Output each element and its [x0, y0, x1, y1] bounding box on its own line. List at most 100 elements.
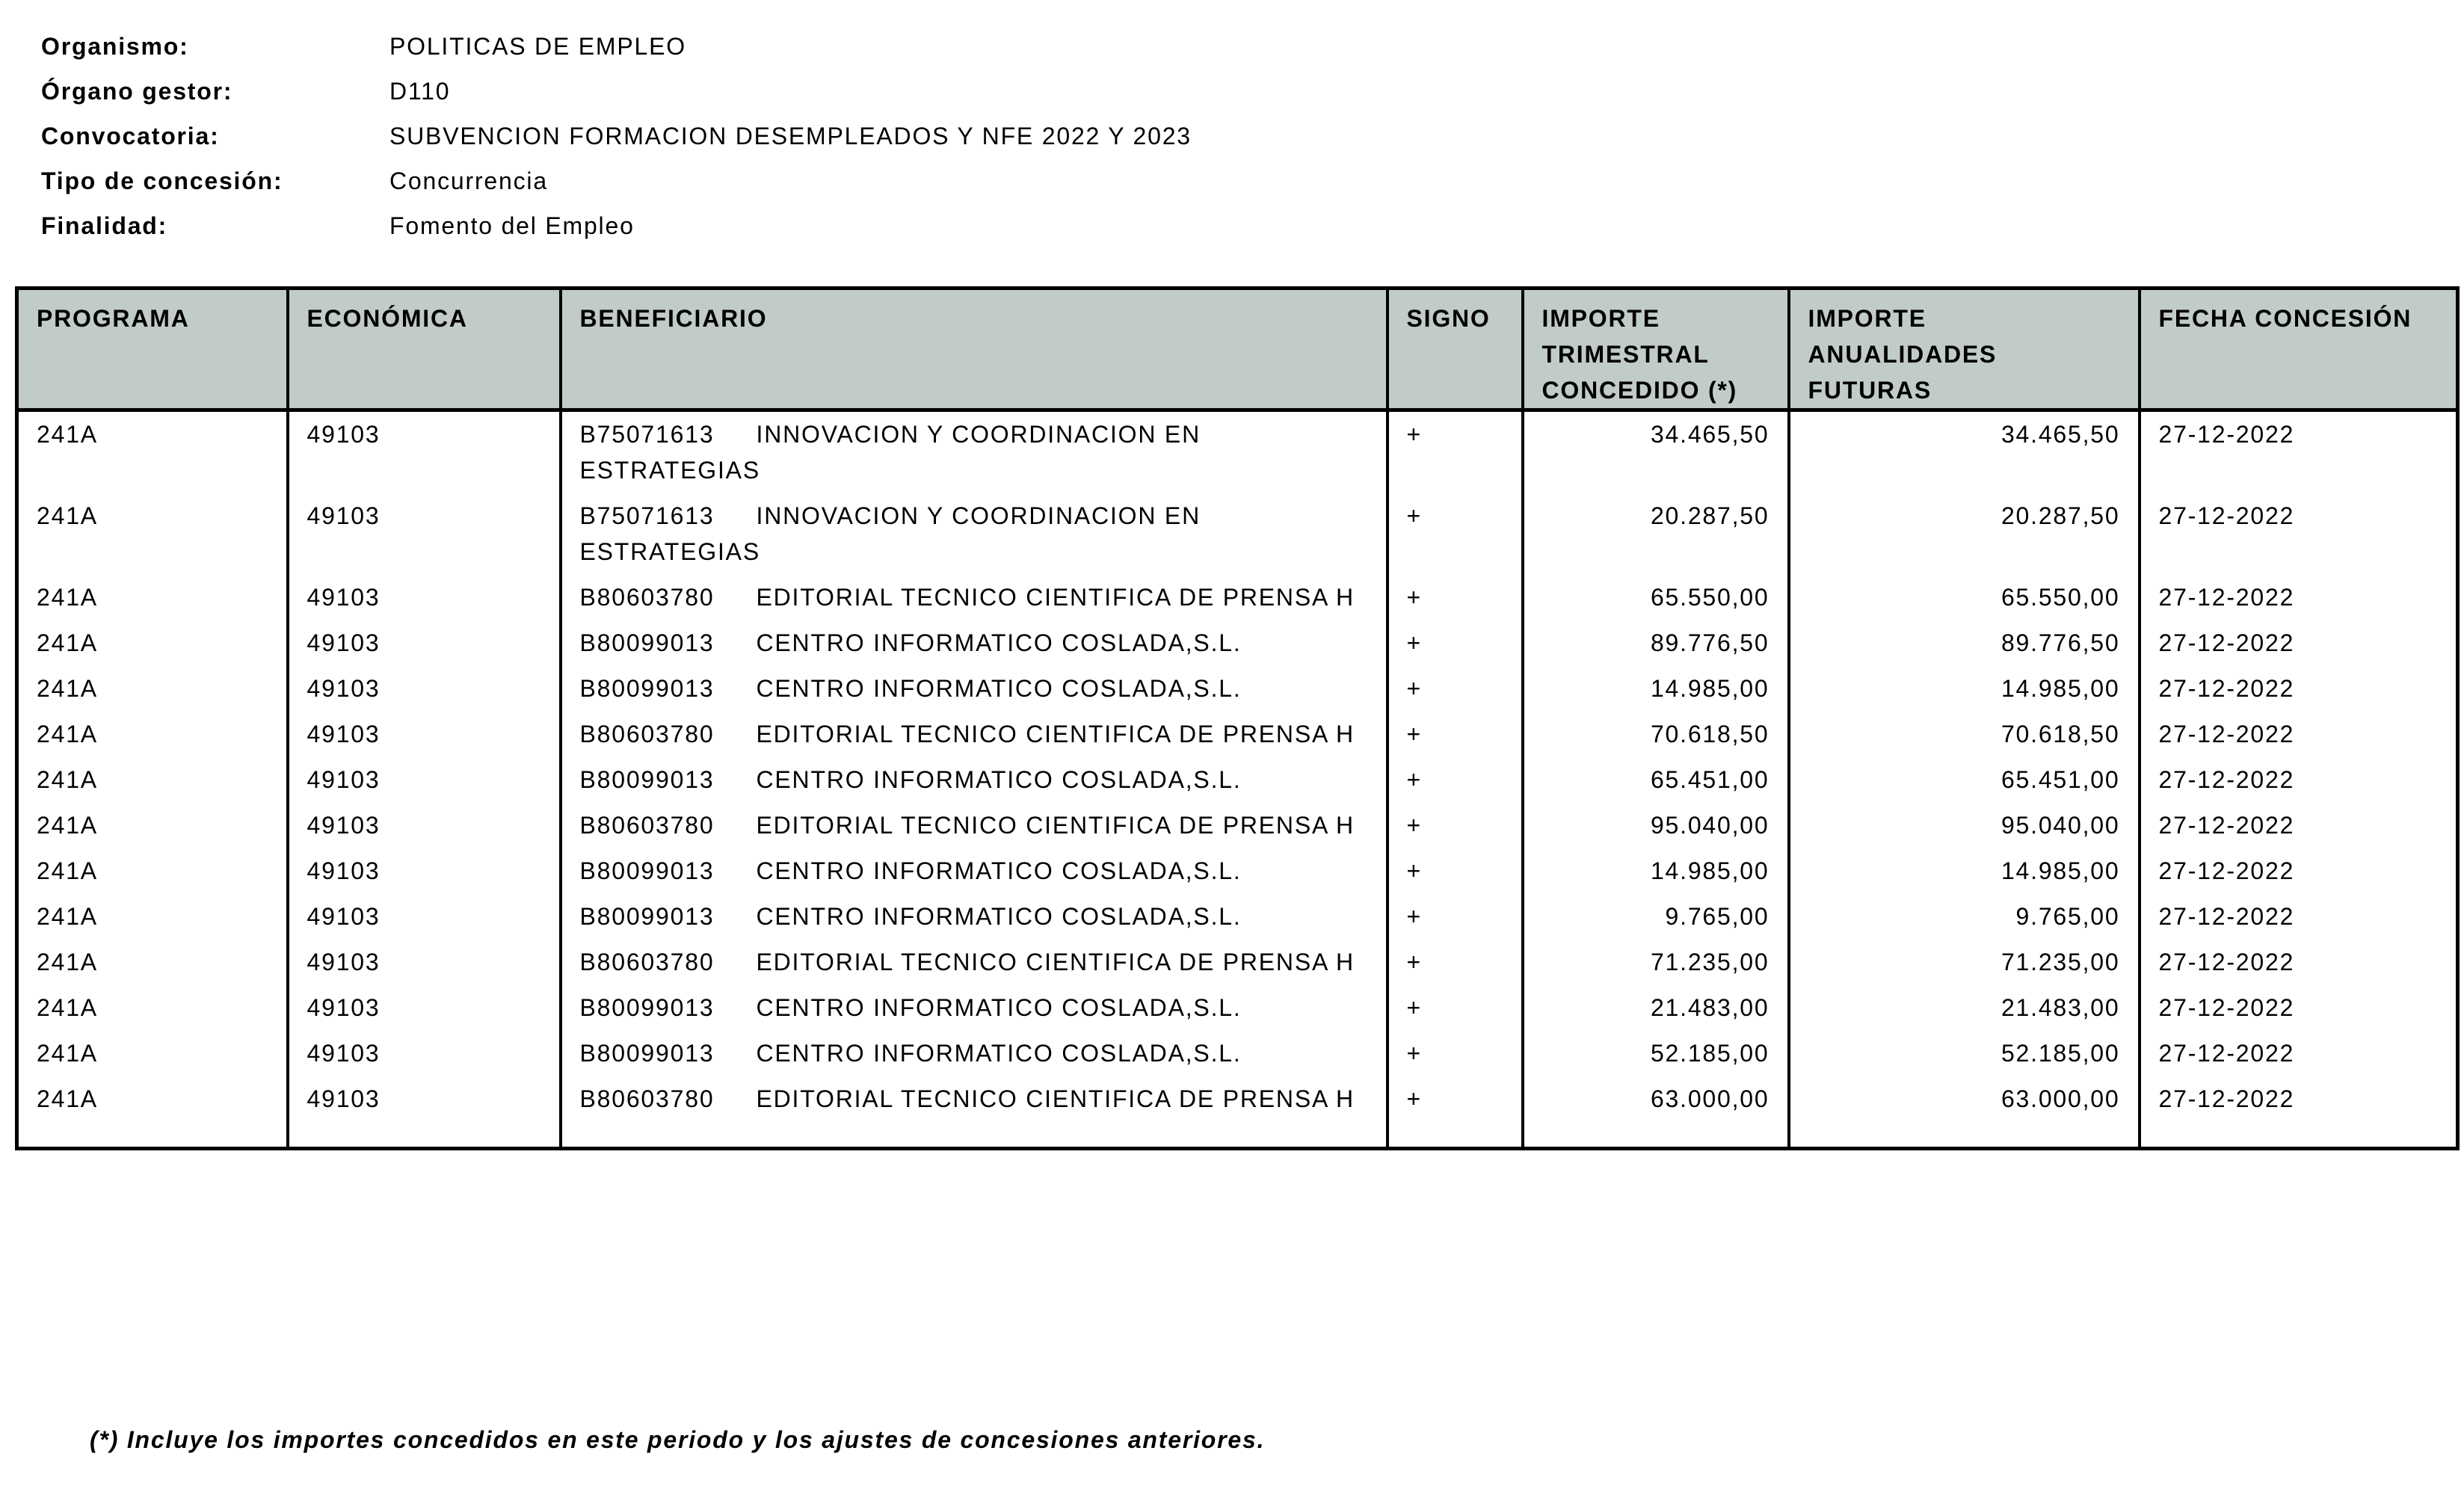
programa-cell: 241A: [37, 949, 98, 975]
signo-cell: +: [1385, 712, 1523, 757]
fecha-concesion-cell: 27-12-2022: [2137, 493, 2458, 575]
filler-cell: [1787, 1122, 2140, 1148]
signo-cell: +: [1385, 410, 1523, 493]
metadata-row-tipo-concesion: Tipo de concesión: Concurrencia: [41, 167, 1192, 212]
importe-trimestral-cell: 9.765,00: [1521, 894, 1789, 940]
beneficiario-name: EDITORIAL TECNICO CIENTIFICA DE PRENSA H: [756, 949, 1355, 975]
signo-cell: +: [1385, 575, 1523, 620]
table-row: 241A 49103 B80099013 CENTRO INFORMATICO C…: [17, 620, 2458, 666]
importe-anualidades-cell: 14.985,00: [1787, 848, 2140, 894]
beneficiario-code: B75071613: [579, 421, 715, 448]
beneficiario-code: B80099013: [579, 857, 715, 884]
table-filler-row: [17, 1122, 2458, 1148]
concessions-table: PROGRAMA ECONÓMICA BENEFICIARIO SIGNO IM…: [15, 286, 2460, 1150]
importe-trimestral-cell: 89.776,50: [1521, 620, 1789, 666]
filler-cell: [17, 1122, 288, 1148]
economica-cell: 49103: [286, 410, 561, 493]
table-row: 241A 49103 B75071613 INNOVACION Y COORDIN…: [17, 410, 2458, 493]
beneficiario-cell: B80099013 CENTRO INFORMATICO COSLADA,S.L.: [558, 666, 1387, 712]
column-header-beneficiario: BENEFICIARIO: [558, 288, 1387, 412]
beneficiario-name: CENTRO INFORMATICO COSLADA,S.L.: [756, 857, 1242, 884]
table-row: 241A 49103 B80099013 CENTRO INFORMATICO C…: [17, 757, 2458, 803]
beneficiario-cell: B80603780 EDITORIAL TECNICO CIENTIFICA DE…: [558, 803, 1387, 848]
table-row: 241A 49103 B80099013 CENTRO INFORMATICO C…: [17, 1031, 2458, 1076]
beneficiario-cell: B80099013 CENTRO INFORMATICO COSLADA,S.L.: [558, 894, 1387, 940]
programa-cell: 241A: [37, 812, 98, 839]
programa-cell: 241A: [37, 766, 98, 793]
signo-cell: +: [1385, 1031, 1523, 1076]
economica-cell: 49103: [286, 940, 561, 985]
signo-cell: +: [1385, 493, 1523, 575]
beneficiario-cell: B80099013 CENTRO INFORMATICO COSLADA,S.L.: [558, 848, 1387, 894]
economica-cell: 49103: [286, 803, 561, 848]
convocatoria-value: SUBVENCION FORMACION DESEMPLEADOS Y NFE …: [389, 123, 1192, 149]
tipo-concesion-value: Concurrencia: [389, 167, 548, 194]
column-header-importe-anualidades-text: IMPORTE ANUALIDADES FUTURAS: [1808, 305, 1998, 404]
beneficiario-code: B80603780: [579, 721, 715, 747]
organo-gestor-value: D110: [389, 78, 451, 105]
table-row: 241A 49103 B80099013 CENTRO INFORMATICO C…: [17, 985, 2458, 1031]
importe-trimestral-cell: 65.451,00: [1521, 757, 1789, 803]
beneficiario-name: INNOVACION Y COORDINACION EN ESTRATEGIAS: [579, 421, 1201, 484]
finalidad-value: Fomento del Empleo: [389, 212, 635, 239]
metadata-row-organo-gestor: Órgano gestor: D110: [41, 78, 1192, 123]
signo-cell: +: [1385, 848, 1523, 894]
programa-cell: 241A: [37, 994, 98, 1021]
fecha-concesion-cell: 27-12-2022: [2137, 894, 2458, 940]
beneficiario-name: CENTRO INFORMATICO COSLADA,S.L.: [756, 903, 1242, 930]
economica-cell: 49103: [286, 620, 561, 666]
beneficiario-code: B80099013: [579, 994, 715, 1021]
column-header-fecha-concesion: FECHA CONCESIÓN: [2137, 288, 2458, 412]
programa-cell: 241A: [37, 721, 98, 747]
metadata-row-organismo: Organismo: POLITICAS DE EMPLEO: [41, 33, 1192, 78]
economica-cell: 49103: [286, 666, 561, 712]
economica-cell: 49103: [286, 894, 561, 940]
beneficiario-cell: B80099013 CENTRO INFORMATICO COSLADA,S.L.: [558, 620, 1387, 666]
beneficiario-code: B80099013: [579, 766, 715, 793]
beneficiario-code: B80099013: [579, 903, 715, 930]
fecha-concesion-cell: 27-12-2022: [2137, 803, 2458, 848]
table-row: 241A 49103 B80603780 EDITORIAL TECNICO CI…: [17, 940, 2458, 985]
fecha-concesion-cell: 27-12-2022: [2137, 848, 2458, 894]
beneficiario-cell: B80099013 CENTRO INFORMATICO COSLADA,S.L.: [558, 1031, 1387, 1076]
finalidad-label: Finalidad:: [41, 212, 168, 239]
importe-trimestral-cell: 20.287,50: [1521, 493, 1789, 575]
importe-trimestral-cell: 71.235,00: [1521, 940, 1789, 985]
importe-anualidades-cell: 70.618,50: [1787, 712, 2140, 757]
beneficiario-cell: B80099013 CENTRO INFORMATICO COSLADA,S.L.: [558, 757, 1387, 803]
fecha-concesion-cell: 27-12-2022: [2137, 940, 2458, 985]
beneficiario-code: B80099013: [579, 675, 715, 702]
signo-cell: +: [1385, 940, 1523, 985]
fecha-concesion-cell: 27-12-2022: [2137, 410, 2458, 493]
economica-cell: 49103: [286, 1031, 561, 1076]
importe-anualidades-cell: 52.185,00: [1787, 1031, 2140, 1076]
importe-trimestral-cell: 70.618,50: [1521, 712, 1789, 757]
organo-gestor-label: Órgano gestor:: [41, 78, 233, 105]
programa-cell: 241A: [37, 1085, 98, 1112]
importe-anualidades-cell: 65.451,00: [1787, 757, 2140, 803]
economica-cell: 49103: [286, 493, 561, 575]
fecha-concesion-cell: 27-12-2022: [2137, 620, 2458, 666]
economica-cell: 49103: [286, 757, 561, 803]
importe-trimestral-cell: 34.465,50: [1521, 410, 1789, 493]
column-header-importe-anualidades: IMPORTE ANUALIDADES FUTURAS: [1787, 288, 2140, 412]
beneficiario-cell: B80603780 EDITORIAL TECNICO CIENTIFICA DE…: [558, 940, 1387, 985]
signo-cell: +: [1385, 894, 1523, 940]
report-metadata: Organismo: POLITICAS DE EMPLEO Órgano ge…: [41, 33, 1192, 257]
beneficiario-cell: B75071613 INNOVACION Y COORDINACION EN ES…: [558, 493, 1387, 575]
fecha-concesion-cell: 27-12-2022: [2137, 1031, 2458, 1076]
footnote: (*) Incluye los importes concedidos en e…: [90, 1426, 1266, 1453]
organismo-label: Organismo:: [41, 33, 189, 60]
signo-cell: +: [1385, 666, 1523, 712]
programa-cell: 241A: [37, 629, 98, 656]
table-row: 241A 49103 B80099013 CENTRO INFORMATICO C…: [17, 666, 2458, 712]
economica-cell: 49103: [286, 985, 561, 1031]
beneficiario-cell: B80099013 CENTRO INFORMATICO COSLADA,S.L.: [558, 985, 1387, 1031]
table-row: 241A 49103 B80099013 CENTRO INFORMATICO C…: [17, 894, 2458, 940]
organismo-value: POLITICAS DE EMPLEO: [389, 33, 686, 60]
beneficiario-name: CENTRO INFORMATICO COSLADA,S.L.: [756, 766, 1242, 793]
beneficiario-cell: B75071613 INNOVACION Y COORDINACION EN ES…: [558, 410, 1387, 493]
table-row: 241A 49103 B80603780 EDITORIAL TECNICO CI…: [17, 1076, 2458, 1122]
table-row: 241A 49103 B80099013 CENTRO INFORMATICO C…: [17, 848, 2458, 894]
beneficiario-name: CENTRO INFORMATICO COSLADA,S.L.: [756, 994, 1242, 1021]
